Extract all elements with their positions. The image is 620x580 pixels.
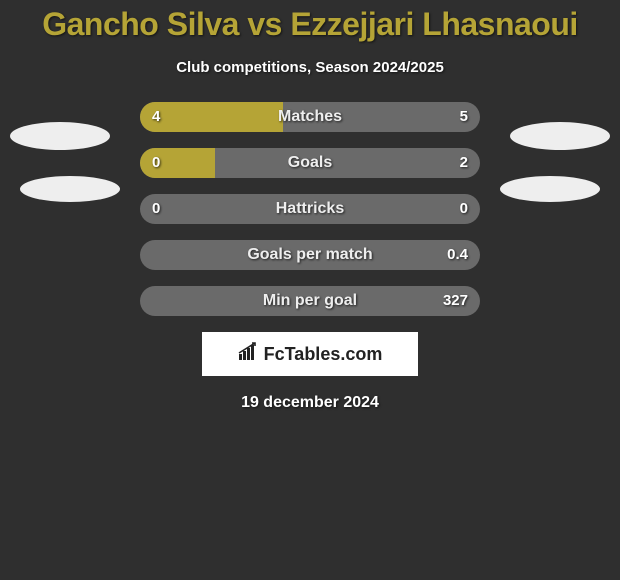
stats-chart: 4 Matches 5 0 Goals 2 0 Hattricks 0 Goal…: [0, 102, 620, 316]
stat-row: Min per goal 327: [0, 286, 620, 316]
stat-row: 4 Matches 5: [0, 102, 620, 132]
date-text: 19 december 2024: [0, 394, 620, 412]
bar-track: Goals per match 0.4: [140, 240, 480, 270]
subtitle: Club competitions, Season 2024/2025: [0, 59, 620, 76]
stat-value-right: 2: [460, 148, 468, 178]
bar-track: Min per goal 327: [140, 286, 480, 316]
bar-chart-icon: [238, 342, 260, 367]
stat-value-right: 327: [443, 286, 468, 316]
fctables-logo[interactable]: FcTables.com: [202, 332, 418, 376]
stat-row: Goals per match 0.4: [0, 240, 620, 270]
stat-row: 0 Hattricks 0: [0, 194, 620, 224]
bar-track: 4 Matches 5: [140, 102, 480, 132]
stat-value-right: 5: [460, 102, 468, 132]
stat-value-left: 0: [152, 148, 160, 178]
bar-track: 0 Goals 2: [140, 148, 480, 178]
page-title: Gancho Silva vs Ezzejjari Lhasnaoui: [0, 0, 620, 43]
logo-text: FcTables.com: [264, 344, 383, 365]
stat-value-left: 4: [152, 102, 160, 132]
stat-value-left: 0: [152, 194, 160, 224]
stat-label: Min per goal: [140, 286, 480, 316]
stat-value-right: 0: [460, 194, 468, 224]
bar-track: 0 Hattricks 0: [140, 194, 480, 224]
stat-row: 0 Goals 2: [0, 148, 620, 178]
stat-label: Goals per match: [140, 240, 480, 270]
stat-value-right: 0.4: [447, 240, 468, 270]
stat-label: Hattricks: [140, 194, 480, 224]
bar-fill-left: [140, 102, 283, 132]
